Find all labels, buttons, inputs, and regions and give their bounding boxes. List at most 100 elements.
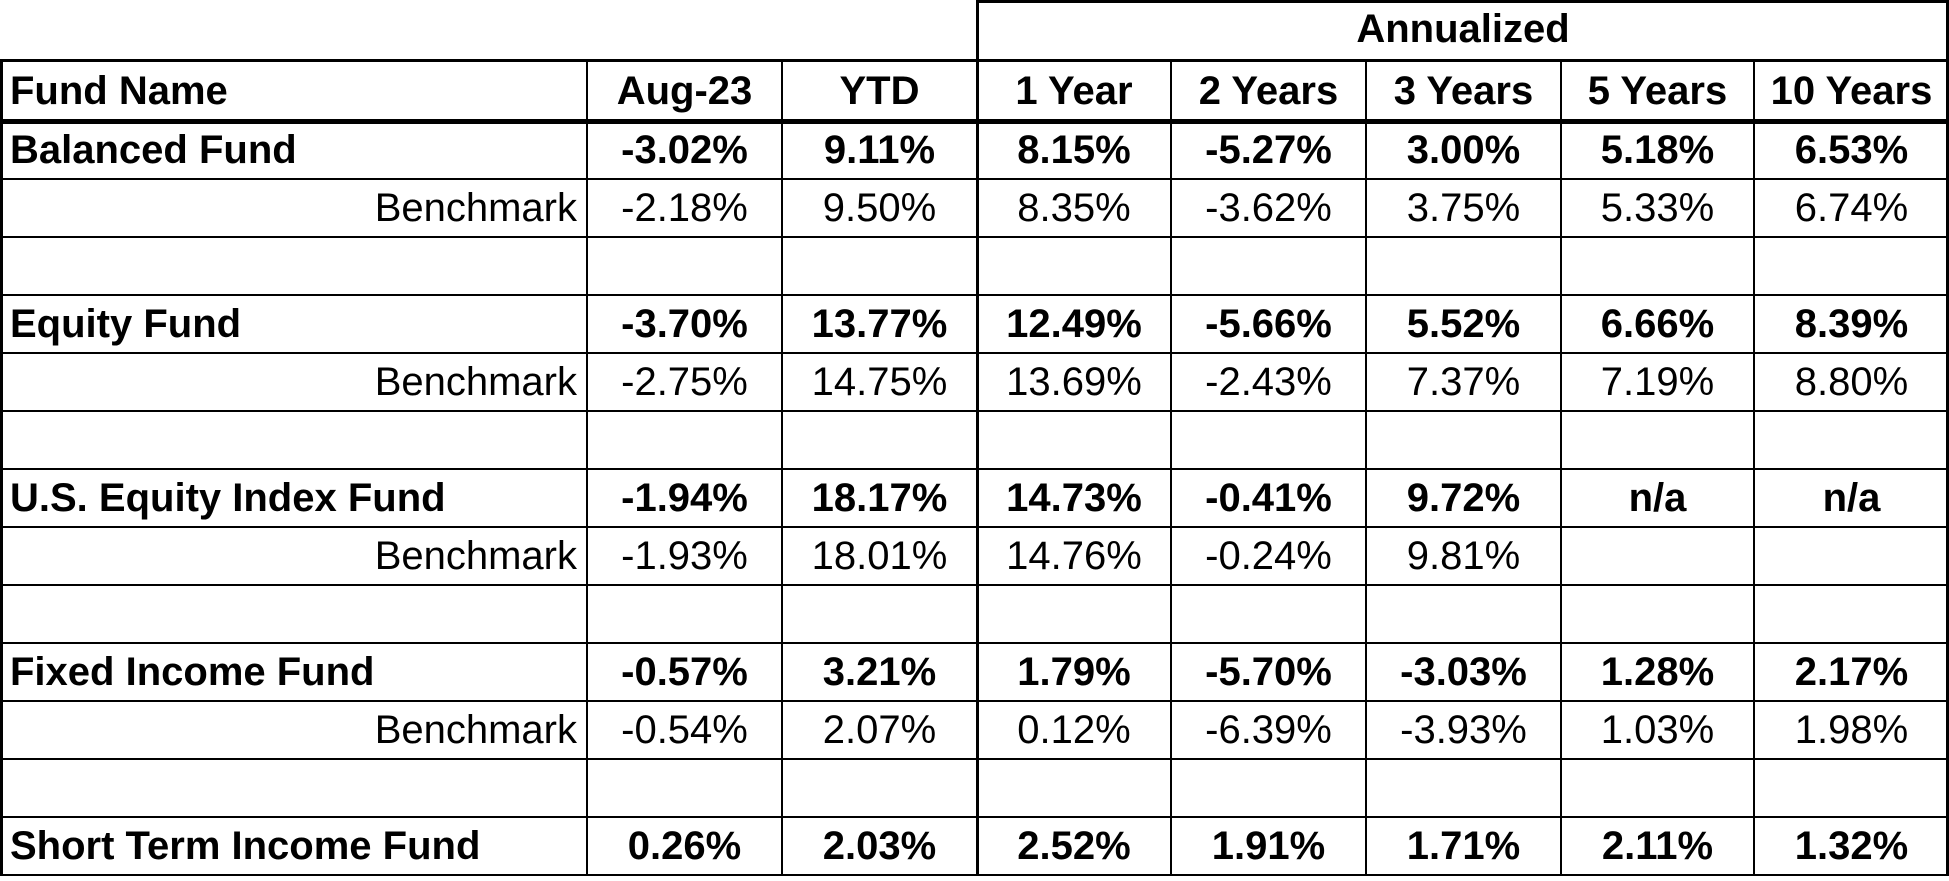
- empty-cell: [1754, 411, 1949, 469]
- fund-value-cell: 9.11%: [823, 128, 936, 172]
- fund-value-cell: -5.27%: [1205, 128, 1332, 172]
- row-separator: [0, 758, 1949, 760]
- fund-value-cell: 14.73%: [1006, 476, 1142, 520]
- row-separator: [0, 236, 1949, 238]
- benchmark-value-cell: 8.35%: [1017, 186, 1131, 230]
- fund-value-cell: 2.11%: [1601, 824, 1714, 868]
- empty-cell: [587, 237, 782, 295]
- column-divider: [976, 0, 979, 875]
- fund-value-cell: -5.66%: [1205, 302, 1332, 346]
- header-bottom-border: [0, 119, 1949, 124]
- column-header-10-years: 10 Years: [1770, 69, 1933, 113]
- row-separator: [0, 526, 1949, 528]
- benchmark-value-cell: 6.74%: [1794, 186, 1909, 230]
- fund-value-cell: 3.00%: [1406, 128, 1521, 172]
- fund-value-cell: 1.79%: [1017, 650, 1131, 694]
- fund-value-cell: 2.52%: [1017, 824, 1131, 868]
- fund-name: U.S. Equity Index Fund: [10, 476, 446, 520]
- benchmark-value-cell: -2.43%: [1205, 360, 1332, 404]
- benchmark-value-cell: 5.33%: [1600, 186, 1715, 230]
- fund-value-cell: 5.52%: [1406, 302, 1521, 346]
- fund-value-cell: 1.71%: [1406, 824, 1521, 868]
- annualized-top-border: [977, 0, 1949, 3]
- fund-value-cell: 1.32%: [1794, 824, 1909, 868]
- column-header-fund-name: Fund Name: [10, 69, 228, 113]
- empty-cell: [1171, 237, 1366, 295]
- fund-name: Equity Fund: [10, 302, 242, 346]
- row-separator: [0, 816, 1949, 818]
- benchmark-value-cell: 14.76%: [1006, 534, 1142, 578]
- fund-value-cell: -5.70%: [1205, 650, 1332, 694]
- benchmark-value-cell: -0.54%: [621, 708, 748, 752]
- row-separator: [0, 874, 1949, 876]
- empty-cell: [1561, 237, 1754, 295]
- fund-value-cell: 6.66%: [1600, 302, 1715, 346]
- row-separator: [0, 700, 1949, 702]
- benchmark-value-cell: 2.07%: [822, 708, 937, 752]
- fund-value-cell: -3.03%: [1400, 650, 1527, 694]
- row-separator: [0, 294, 1949, 296]
- benchmark-value-cell: 9.50%: [822, 186, 937, 230]
- benchmark-value-cell: 18.01%: [811, 534, 948, 578]
- empty-cell: [782, 237, 977, 295]
- fund-value-cell: 9.72%: [1406, 476, 1521, 520]
- fund-value-cell: 6.53%: [1794, 128, 1909, 172]
- benchmark-label: Benchmark: [374, 708, 577, 752]
- benchmark-value-cell: 9.81%: [1406, 534, 1521, 578]
- benchmark-label: Benchmark: [374, 534, 577, 578]
- fund-value-cell: 1.91%: [1211, 824, 1326, 868]
- fund-value-cell: 0.26%: [627, 824, 742, 868]
- empty-cell: [782, 759, 977, 817]
- benchmark-label: Benchmark: [374, 186, 577, 230]
- benchmark-value-cell: 13.69%: [1006, 360, 1142, 404]
- benchmark-value-cell: -3.93%: [1400, 708, 1527, 752]
- empty-cell: [1561, 411, 1754, 469]
- column-header-3-years: 3 Years: [1393, 69, 1534, 113]
- fund-value-cell: n/a: [1628, 476, 1687, 520]
- benchmark-value-cell: 7.37%: [1406, 360, 1521, 404]
- empty-cell: [1366, 585, 1561, 643]
- benchmark-value-cell: -2.75%: [621, 360, 748, 404]
- row-separator: [0, 468, 1949, 470]
- spacer-row-label: [0, 759, 587, 817]
- empty-cell: [1366, 411, 1561, 469]
- empty-cell: [782, 411, 977, 469]
- row-separator: [0, 178, 1949, 180]
- fund-value-cell: 2.17%: [1794, 650, 1909, 694]
- spacer-row-label: [0, 585, 587, 643]
- empty-cell: [587, 759, 782, 817]
- column-divider: [0, 59, 3, 875]
- benchmark-value-cell: 7.19%: [1600, 360, 1715, 404]
- column-divider: [1946, 0, 1949, 875]
- fund-value-cell: -0.41%: [1205, 476, 1332, 520]
- fund-value-cell: 12.49%: [1006, 302, 1142, 346]
- empty-cell: [977, 411, 1171, 469]
- column-divider: [1753, 59, 1755, 875]
- empty-cell: [1366, 759, 1561, 817]
- column-divider: [781, 59, 783, 875]
- annualized-group-header: Annualized: [1356, 7, 1570, 51]
- fund-value-cell: 1.28%: [1600, 650, 1715, 694]
- fund-name: Balanced Fund: [10, 128, 297, 172]
- row-separator: [0, 584, 1949, 586]
- benchmark-value-cell: -6.39%: [1205, 708, 1332, 752]
- fund-value-cell: 8.15%: [1017, 128, 1131, 172]
- benchmark-value-cell: -0.24%: [1205, 534, 1332, 578]
- fund-value-cell: 5.18%: [1600, 128, 1715, 172]
- empty-cell: [1561, 585, 1754, 643]
- row-separator: [0, 642, 1949, 644]
- fund-value-cell: 13.77%: [811, 302, 948, 346]
- fund-value-cell: 3.21%: [822, 650, 937, 694]
- column-header-ytd: YTD: [839, 69, 920, 113]
- benchmark-value-cell: [1754, 527, 1949, 585]
- empty-cell: [1754, 585, 1949, 643]
- row-separator: [0, 352, 1949, 354]
- benchmark-value-cell: -2.18%: [621, 186, 748, 230]
- fund-value-cell: -3.02%: [621, 128, 748, 172]
- column-divider: [1365, 59, 1367, 875]
- benchmark-value-cell: 3.75%: [1406, 186, 1521, 230]
- fund-value-cell: 18.17%: [811, 476, 948, 520]
- empty-cell: [1171, 759, 1366, 817]
- empty-cell: [587, 585, 782, 643]
